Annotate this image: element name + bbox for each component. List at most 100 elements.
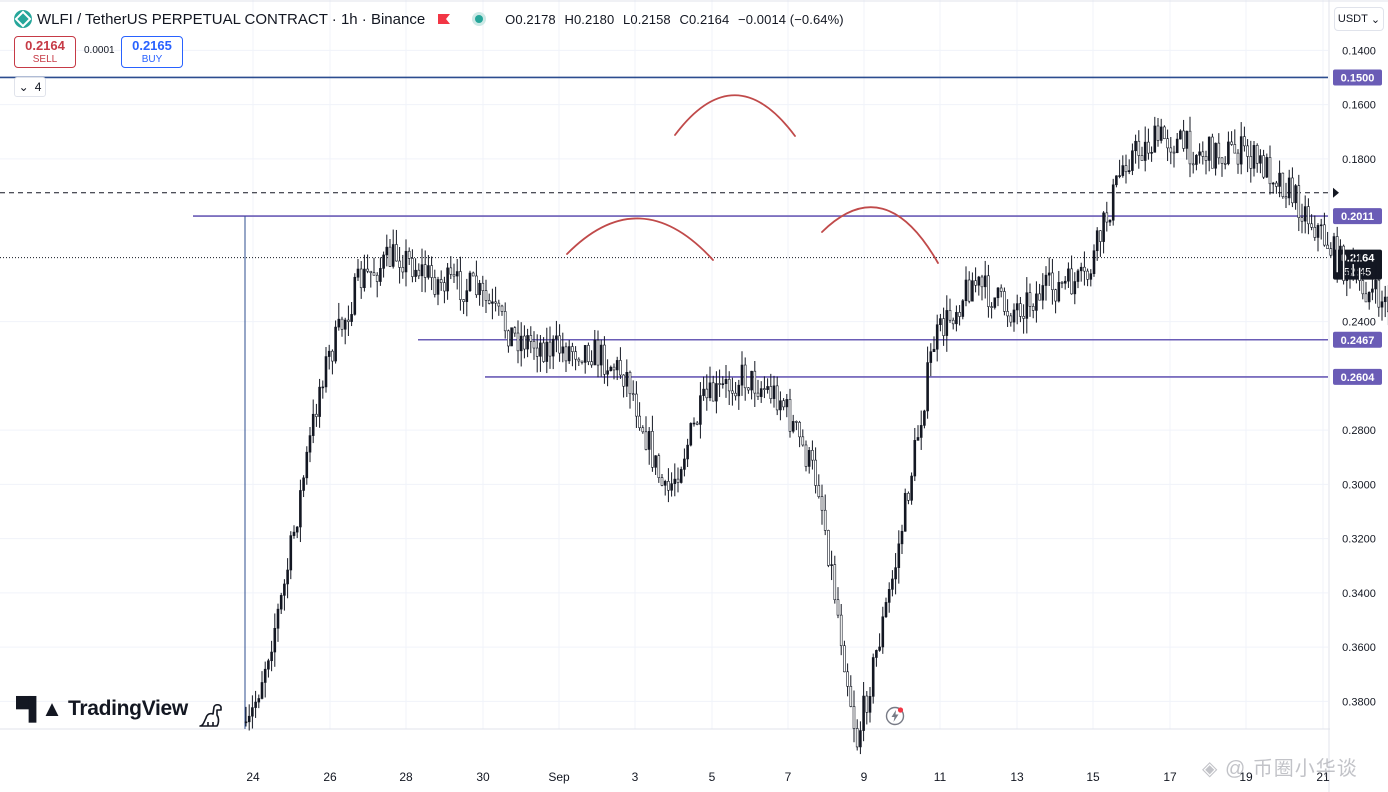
candle-body (337, 318, 341, 328)
left-shoulder-arc (566, 217, 714, 261)
candle-body (791, 421, 795, 432)
candle-body (558, 335, 561, 354)
candle-body (606, 370, 609, 375)
candle-body (718, 383, 721, 385)
candle-body (446, 267, 449, 292)
candle-body (475, 275, 478, 296)
candle-body (484, 290, 488, 301)
candle-body (750, 370, 753, 391)
candle-body (599, 344, 603, 366)
candle-body (1179, 130, 1182, 140)
candle-body (1035, 293, 1038, 311)
indicators-toggle-button[interactable]: ⌄ 4 (14, 77, 46, 97)
candle-body (276, 608, 280, 629)
candle-body (1121, 165, 1125, 176)
candle-body (878, 646, 881, 651)
candle-body (379, 268, 382, 282)
candle-body (478, 282, 481, 296)
candle-body (1153, 125, 1157, 153)
candle-body (1380, 301, 1384, 308)
candle-body (699, 395, 702, 425)
candle-body (1118, 175, 1121, 177)
candle-body (1339, 245, 1342, 273)
candle-body (1188, 130, 1192, 165)
candle-body (1175, 138, 1179, 154)
candle-body (990, 306, 993, 308)
candle-body (343, 319, 347, 330)
candle-body (1124, 165, 1128, 173)
candle-body (1214, 142, 1217, 169)
candle-body (401, 267, 405, 273)
candle-body (830, 564, 833, 566)
candle-body (1182, 130, 1185, 149)
sell-button[interactable]: 0.2164 SELL (14, 36, 76, 68)
candle-body (315, 413, 318, 417)
candle-body (1275, 182, 1278, 187)
candle-body (1108, 219, 1112, 223)
candle-body (1191, 163, 1195, 166)
candle-body (839, 614, 843, 647)
candle-body (817, 485, 821, 497)
candle-body (827, 530, 830, 566)
candle-body (510, 327, 513, 347)
symbol-title[interactable]: WLFI / TetherUS PERPETUAL CONTRACT · 1h … (37, 10, 426, 28)
candle-body (1246, 145, 1249, 157)
candle-body (1111, 184, 1115, 221)
candle-body (551, 338, 555, 357)
candle-body (555, 335, 558, 340)
candle-body (283, 583, 286, 596)
candle-body (388, 246, 392, 267)
x-tick-label: 28 (399, 770, 413, 784)
candle-body (945, 310, 949, 336)
x-tick-label: 5 (709, 770, 716, 784)
candle-body (849, 686, 853, 707)
candle-body (759, 388, 763, 397)
candle-body (1150, 152, 1153, 154)
candle-body (1019, 303, 1022, 317)
candle-body (494, 301, 497, 304)
candle-body (407, 250, 411, 259)
candle-body (539, 342, 542, 357)
candle-body (663, 481, 667, 486)
candle-body (702, 388, 705, 396)
candle-body (267, 660, 270, 670)
candle-body (350, 314, 353, 322)
candle-body (772, 385, 776, 399)
price-level-badge (1333, 331, 1382, 348)
candle-body (468, 272, 472, 291)
candle-body (273, 627, 277, 653)
candle-body (932, 348, 936, 353)
x-tick-label: 24 (246, 770, 260, 784)
candle-body (395, 244, 398, 262)
candle-body (523, 335, 526, 350)
candle-body (775, 385, 779, 411)
chevron-down-icon: ⌄ (1370, 13, 1381, 26)
candle-body (1239, 136, 1243, 165)
dinosaur-icon[interactable] (198, 702, 226, 728)
candle-body (436, 279, 440, 295)
candle-body (852, 706, 856, 729)
price-level-label: 0.2011 (1341, 211, 1374, 223)
candle-body (580, 360, 584, 363)
candle-body (814, 459, 817, 486)
tradingview-logo[interactable]: ▀▌▲ TradingView (16, 696, 188, 722)
candle-body (798, 422, 801, 438)
candle-body (455, 271, 459, 277)
lightning-icon[interactable] (885, 706, 905, 726)
candle-body (769, 386, 773, 399)
flag-icon[interactable] (437, 13, 451, 25)
candle-body (1057, 282, 1061, 302)
buy-button[interactable]: 0.2165 BUY (121, 36, 183, 68)
candle-body (641, 427, 645, 433)
candle-body (657, 455, 661, 478)
candle-body (1095, 230, 1099, 252)
candle-body (705, 388, 709, 399)
candle-body (1297, 185, 1301, 218)
candle-body (673, 478, 677, 485)
candle-body (1345, 274, 1349, 281)
candle-body (590, 361, 593, 366)
currency-select[interactable]: USDT ⌄ (1334, 7, 1384, 31)
candle-body (820, 496, 824, 511)
candle-body (420, 264, 424, 277)
